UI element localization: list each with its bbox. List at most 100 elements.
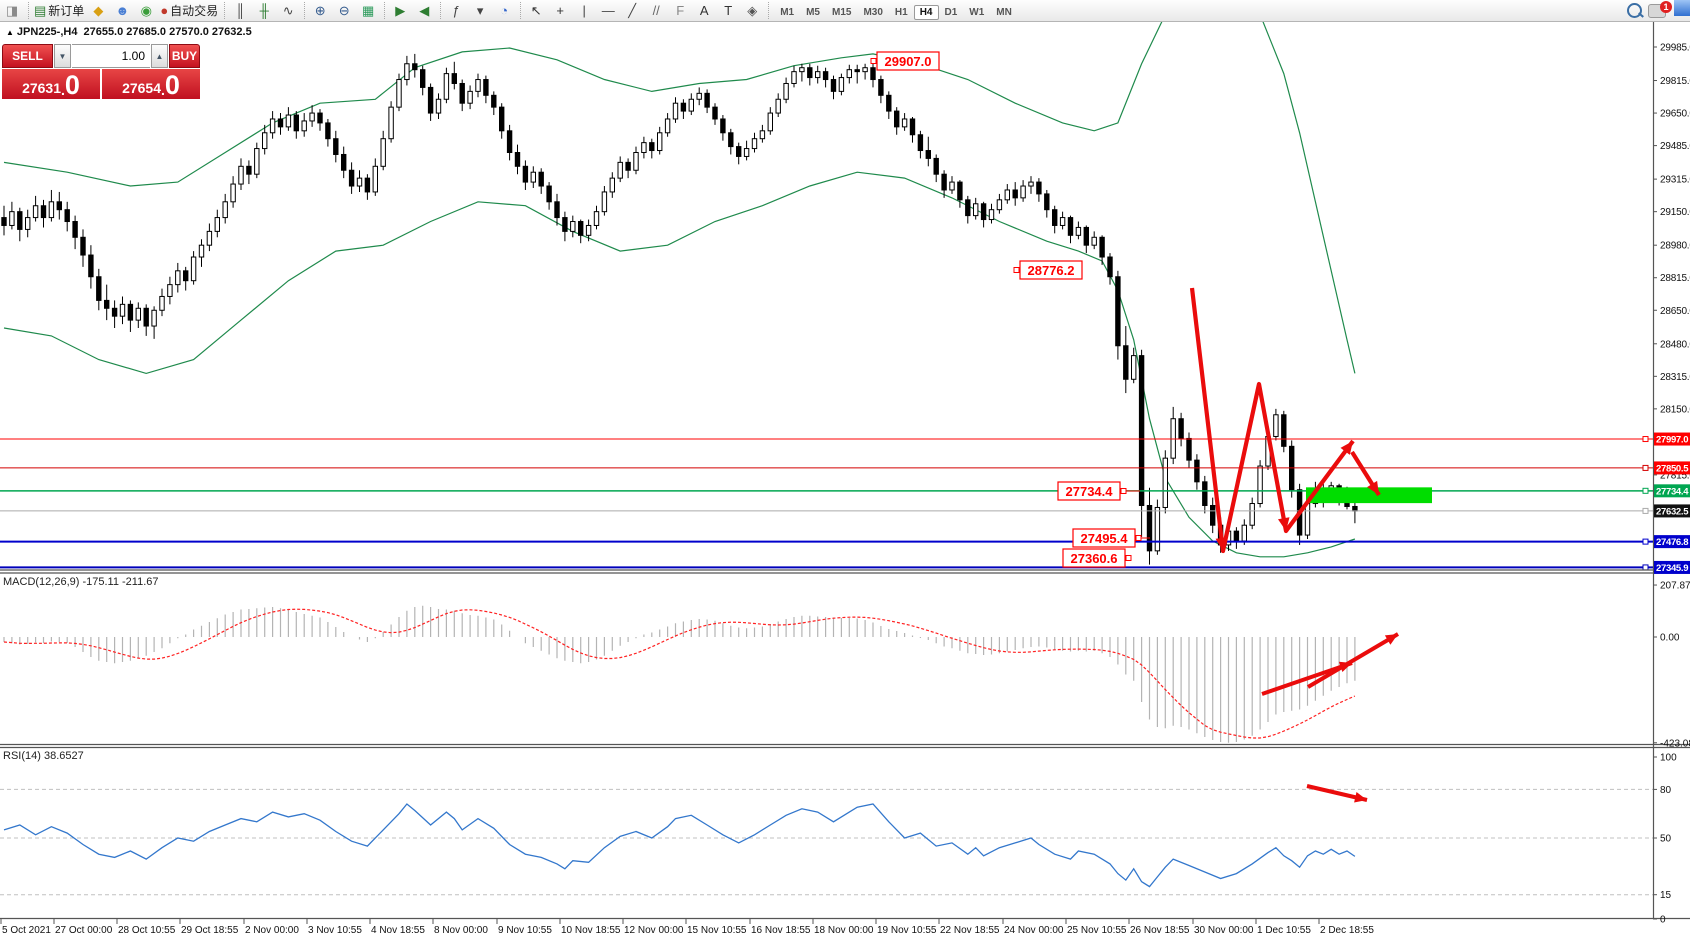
- zoom-out-icon[interactable]: ⊖: [332, 2, 356, 20]
- svg-text:27632.5: 27632.5: [1656, 506, 1689, 517]
- sell-price-block[interactable]: 27631. 0: [2, 69, 100, 99]
- sell-price-int: 27631: [22, 80, 61, 96]
- line-anchor-square: [1642, 436, 1649, 443]
- candlestick-chart-icon[interactable]: ╫: [252, 2, 276, 20]
- clock-icon[interactable]: ◔: [492, 2, 516, 20]
- toolbar-separator: [768, 1, 770, 19]
- bar-chart-icon[interactable]: ║: [228, 2, 252, 20]
- buy-price-block[interactable]: 27654. 0: [102, 69, 200, 99]
- price-annotation-28776.2[interactable]: 28776.2: [1013, 260, 1083, 280]
- chart-shift-icon[interactable]: ◀: [412, 2, 436, 20]
- arrowhead: [1367, 480, 1379, 495]
- zoom-out-icon: ⊖: [338, 2, 350, 18]
- trendline-icon[interactable]: ╱: [620, 2, 644, 20]
- macd-annotation-arrow[interactable]: [1306, 632, 1400, 689]
- timeframe-m30[interactable]: M30: [863, 6, 883, 18]
- toolbar-separator: [304, 1, 306, 19]
- signals-icon: ◉: [140, 2, 152, 18]
- rsi-line: [3, 803, 1356, 888]
- trend-zigzag-arrow[interactable]: [1189, 287, 1355, 554]
- price-annotation-27734.4[interactable]: 27734.4: [1057, 481, 1140, 501]
- main-toolbar: ◨ ▤ 新订单 ◆ ☻ ◉ ● 自动交易 ║ ╫ ∿ ⊕ ⊖ ▦ ▶ ◀ ƒ ▾ ◔ ↖ + | — ╱ // F A T ◈ M1 M5…: [0, 0, 1690, 22]
- crosshair-icon[interactable]: +: [548, 2, 572, 20]
- time-axis[interactable]: 5 Oct 2021 27 Oct 00:00 28 Oct 10:55 29 Oct…: [0, 919, 1374, 936]
- timeframe-m15[interactable]: M15: [832, 6, 852, 18]
- svg-text:29815.0: 29815.0: [1660, 76, 1690, 87]
- line-anchor-square: [1642, 487, 1649, 494]
- timeframe-m1[interactable]: M1: [780, 6, 795, 18]
- timeframe-h1[interactable]: H1: [894, 6, 908, 18]
- channel-icon[interactable]: //: [644, 2, 668, 20]
- macd-signal-line: [3, 608, 1356, 739]
- sell-button[interactable]: SELL: [2, 44, 53, 68]
- svg-text:1 Dec 10:55: 1 Dec 10:55: [1257, 925, 1311, 936]
- svg-text:27495.4: 27495.4: [1081, 531, 1129, 546]
- svg-text:16 Nov 18:55: 16 Nov 18:55: [751, 925, 811, 936]
- text-label-icon[interactable]: T: [716, 2, 740, 20]
- price-annotation-27360.6[interactable]: 27360.6: [1062, 548, 1132, 568]
- timeframe-toolbar: M1 M5 M15 M30 H1 H4 D1 W1 MN: [774, 2, 1018, 20]
- volume-increase-button[interactable]: ▲: [151, 44, 168, 68]
- svg-text:12 Nov 00:00: 12 Nov 00:00: [624, 925, 684, 936]
- indicators-icon[interactable]: ƒ: [444, 2, 468, 20]
- symbol-name: JPN225-,H4: [16, 26, 78, 38]
- line-chart-icon[interactable]: ∿: [276, 2, 300, 20]
- svg-text:25 Nov 10:55: 25 Nov 10:55: [1067, 925, 1127, 936]
- text-icon[interactable]: A: [692, 2, 716, 20]
- chart-partial-icon[interactable]: ◨: [0, 2, 24, 20]
- signals-icon[interactable]: ◉: [134, 2, 158, 20]
- svg-text:80: 80: [1660, 785, 1672, 796]
- publisher-icon[interactable]: ☻: [110, 2, 134, 20]
- rsi-label: RSI(14) 38.6527: [3, 750, 84, 762]
- gold-symbol-icon[interactable]: ◆: [86, 2, 110, 20]
- svg-text:-423.08: -423.08: [1660, 738, 1690, 749]
- svg-text:2 Nov 00:00: 2 Nov 00:00: [245, 925, 299, 936]
- rsi-pane: [0, 784, 1653, 896]
- sell-price-point: .: [61, 82, 65, 98]
- cursor-icon[interactable]: ↖: [524, 2, 548, 20]
- timeframe-m5[interactable]: M5: [806, 6, 820, 18]
- volume-input[interactable]: [72, 44, 150, 68]
- vertical-line-icon[interactable]: |: [572, 2, 596, 20]
- price-annotation-27495.4[interactable]: 27495.4: [1072, 528, 1150, 548]
- fibonacci-icon[interactable]: F: [668, 2, 692, 20]
- line-anchor-square: [1642, 564, 1649, 570]
- dropdown-icon: ▾: [476, 2, 484, 18]
- price-axis[interactable]: 29985.0 29815.0 29650.0 29485.0 29315.0 29150…: [1653, 43, 1690, 926]
- support-zone-rect[interactable]: [1306, 487, 1432, 504]
- timeframe-mn[interactable]: MN: [996, 6, 1012, 18]
- window-corner-decoration: [1674, 0, 1690, 16]
- new-order-icon: ▤: [34, 2, 47, 18]
- volume-decrease-button[interactable]: ▼: [54, 44, 71, 68]
- zoom-in-icon[interactable]: ⊕: [308, 2, 332, 20]
- zoom-in-icon: ⊕: [314, 2, 326, 18]
- auto-scroll-icon[interactable]: ▶: [388, 2, 412, 20]
- new-order-icon[interactable]: ▤ 新订单: [32, 2, 86, 20]
- horizontal-line-icon[interactable]: —: [596, 2, 620, 20]
- chat-icon[interactable]: 1: [1648, 0, 1672, 18]
- timeframe-d1[interactable]: D1: [944, 6, 958, 18]
- arrows-icon[interactable]: ◈: [740, 2, 764, 20]
- new-order-label: 新订单: [48, 3, 85, 18]
- buy-price-pip: 0: [164, 70, 180, 100]
- auto-trading-icon[interactable]: ● 自动交易: [158, 2, 220, 20]
- clock-icon: ◔: [500, 2, 509, 18]
- svg-text:9 Nov 10:55: 9 Nov 10:55: [498, 925, 552, 936]
- toolbar-separator: [224, 1, 226, 19]
- tile-windows-icon[interactable]: ▦: [356, 2, 380, 20]
- svg-text:29150.0: 29150.0: [1660, 207, 1690, 218]
- svg-text:27360.6: 27360.6: [1071, 551, 1118, 566]
- svg-text:5 Oct 2021: 5 Oct 2021: [2, 925, 51, 936]
- timeframe-h4[interactable]: H4: [913, 4, 939, 20]
- indicators-icon: ƒ: [452, 2, 460, 18]
- main-pane: 29907.0 28776.2 27734.4 27495.4 27360.6: [0, 22, 1653, 570]
- search-icon[interactable]: [1627, 3, 1642, 18]
- svg-text:28650.0: 28650.0: [1660, 306, 1690, 317]
- svg-text:27734.4: 27734.4: [1656, 486, 1689, 497]
- timeframe-w1[interactable]: W1: [969, 6, 985, 18]
- price-annotation-29907.0[interactable]: 29907.0: [870, 51, 940, 71]
- svg-text:4 Nov 18:55: 4 Nov 18:55: [371, 925, 425, 936]
- dropdown-icon[interactable]: ▾: [468, 2, 492, 20]
- buy-button[interactable]: BUY: [169, 44, 200, 68]
